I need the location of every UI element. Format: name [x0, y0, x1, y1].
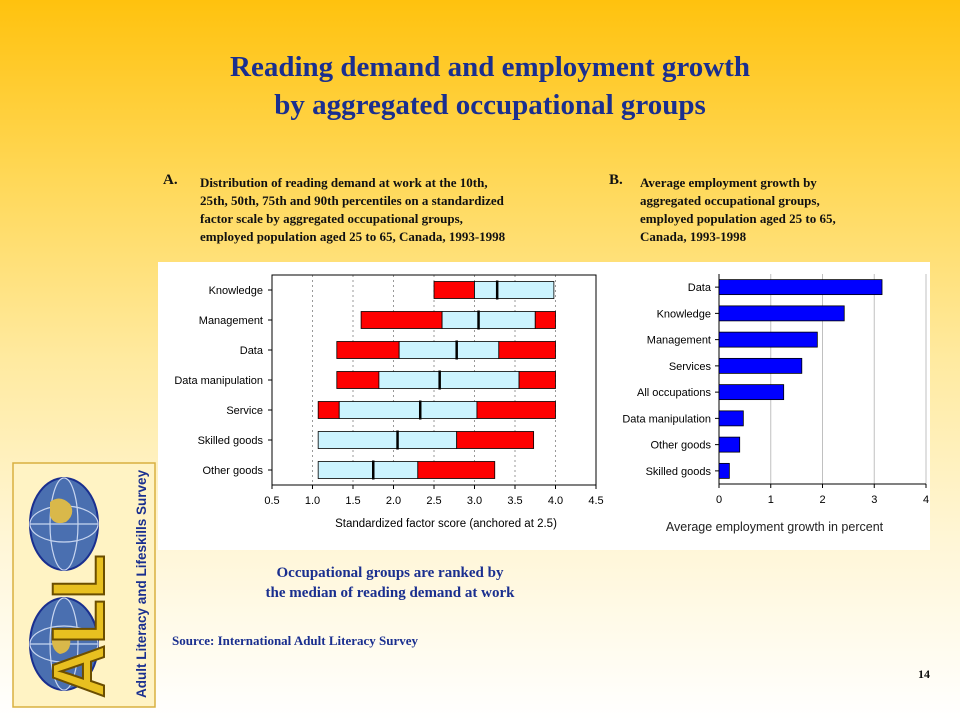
slide-title: Reading demand and employment growth by …: [0, 48, 960, 124]
panel-b-letter: B.: [609, 172, 623, 188]
category-label: Data: [240, 345, 264, 357]
x-tick-label: 3.0: [467, 495, 482, 507]
x-axis-label: Standardized factor score (anchored at 2…: [335, 518, 557, 530]
band-p75-p90: [518, 371, 556, 389]
x-tick-label: 3.5: [507, 495, 522, 507]
panel-b-desc-line: Average employment growth by: [640, 175, 817, 190]
category-label: Data manipulation: [622, 413, 711, 425]
panel-a-desc-line: factor scale by aggregated occupational …: [200, 211, 463, 226]
panel-b-description: Average employment growth by aggregated …: [640, 174, 836, 246]
category-label: Management: [647, 335, 711, 347]
band-p25-p75: [474, 281, 555, 299]
panel-a-letter: A.: [163, 172, 178, 188]
globe-icon: [29, 477, 99, 571]
panel-a-desc-line: Distribution of reading demand at work a…: [200, 175, 488, 190]
x-tick-label: 3: [871, 494, 877, 506]
x-tick-label: 2.0: [386, 495, 401, 507]
logo-survey-name: Adult Literacy and Lifeskills Survey: [134, 469, 149, 698]
panel-a-description: Distribution of reading demand at work a…: [200, 174, 505, 246]
growth-bar: [718, 357, 803, 374]
ranking-note-line-1: Occupational groups are ranked by: [276, 565, 504, 581]
source-note: Source: International Adult Literacy Sur…: [172, 633, 419, 648]
all-survey-logo: ALL Adult Literacy and Lifeskills Survey: [12, 462, 156, 708]
logo-letters: ALL: [37, 554, 120, 698]
category-label: Skilled goods: [646, 466, 712, 478]
x-tick-label: 2: [819, 494, 825, 506]
growth-bar: [718, 410, 744, 427]
ranking-note: Occupational groups are ranked by the me…: [220, 563, 560, 603]
category-label: Knowledge: [657, 308, 711, 320]
x-tick-label: 1.0: [305, 495, 320, 507]
category-label: Services: [669, 361, 712, 373]
category-label: Data manipulation: [174, 375, 263, 387]
panel-a-desc-line: employed population aged 25 to 65, Canad…: [200, 229, 506, 244]
growth-bar: [718, 279, 883, 296]
panel-b-desc-line: aggregated occupational groups,: [640, 193, 820, 208]
x-tick-label: 2.5: [426, 495, 441, 507]
growth-bar: [718, 305, 845, 322]
category-label: Other goods: [202, 465, 263, 477]
x-tick-label: 0: [716, 494, 722, 506]
title-line-1: Reading demand and employment growth: [230, 51, 750, 83]
panel-b-desc-line: employed population aged 25 to 65,: [640, 211, 836, 226]
growth-bar: [718, 384, 785, 401]
x-tick-label: 1.5: [345, 495, 360, 507]
band-p75-p90: [456, 431, 535, 449]
x-tick-label: 4.0: [548, 495, 563, 507]
band-p75-p90: [417, 461, 496, 479]
x-tick-label: 4: [923, 494, 929, 506]
x-axis-label: Average employment growth in percent: [666, 520, 884, 534]
panel-a-desc-line: 25th, 50th, 75th and 90th percentiles on…: [200, 193, 504, 208]
category-label: Data: [688, 282, 712, 294]
growth-bar: [718, 436, 741, 453]
growth-bar: [718, 462, 730, 479]
page-number: 14: [918, 667, 930, 681]
title-line-2: by aggregated occupational groups: [274, 89, 706, 121]
band-p75-p90: [476, 401, 556, 419]
category-label: Management: [199, 315, 263, 327]
category-label: All occupations: [637, 387, 711, 399]
category-label: Skilled goods: [198, 435, 264, 447]
x-tick-label: 1: [768, 494, 774, 506]
category-label: Service: [226, 405, 263, 417]
x-tick-label: 4.5: [588, 495, 603, 507]
x-tick-label: 0.5: [264, 495, 279, 507]
category-label: Knowledge: [209, 285, 263, 297]
ranking-note-line-2: the median of reading demand at work: [265, 585, 515, 601]
panel-b-desc-line: Canada, 1993-1998: [640, 229, 747, 244]
band-p75-p90: [498, 341, 556, 359]
category-label: Other goods: [650, 440, 711, 452]
band-p75-p90: [534, 311, 556, 329]
growth-bar: [718, 331, 818, 348]
globe-icon: [29, 597, 99, 691]
